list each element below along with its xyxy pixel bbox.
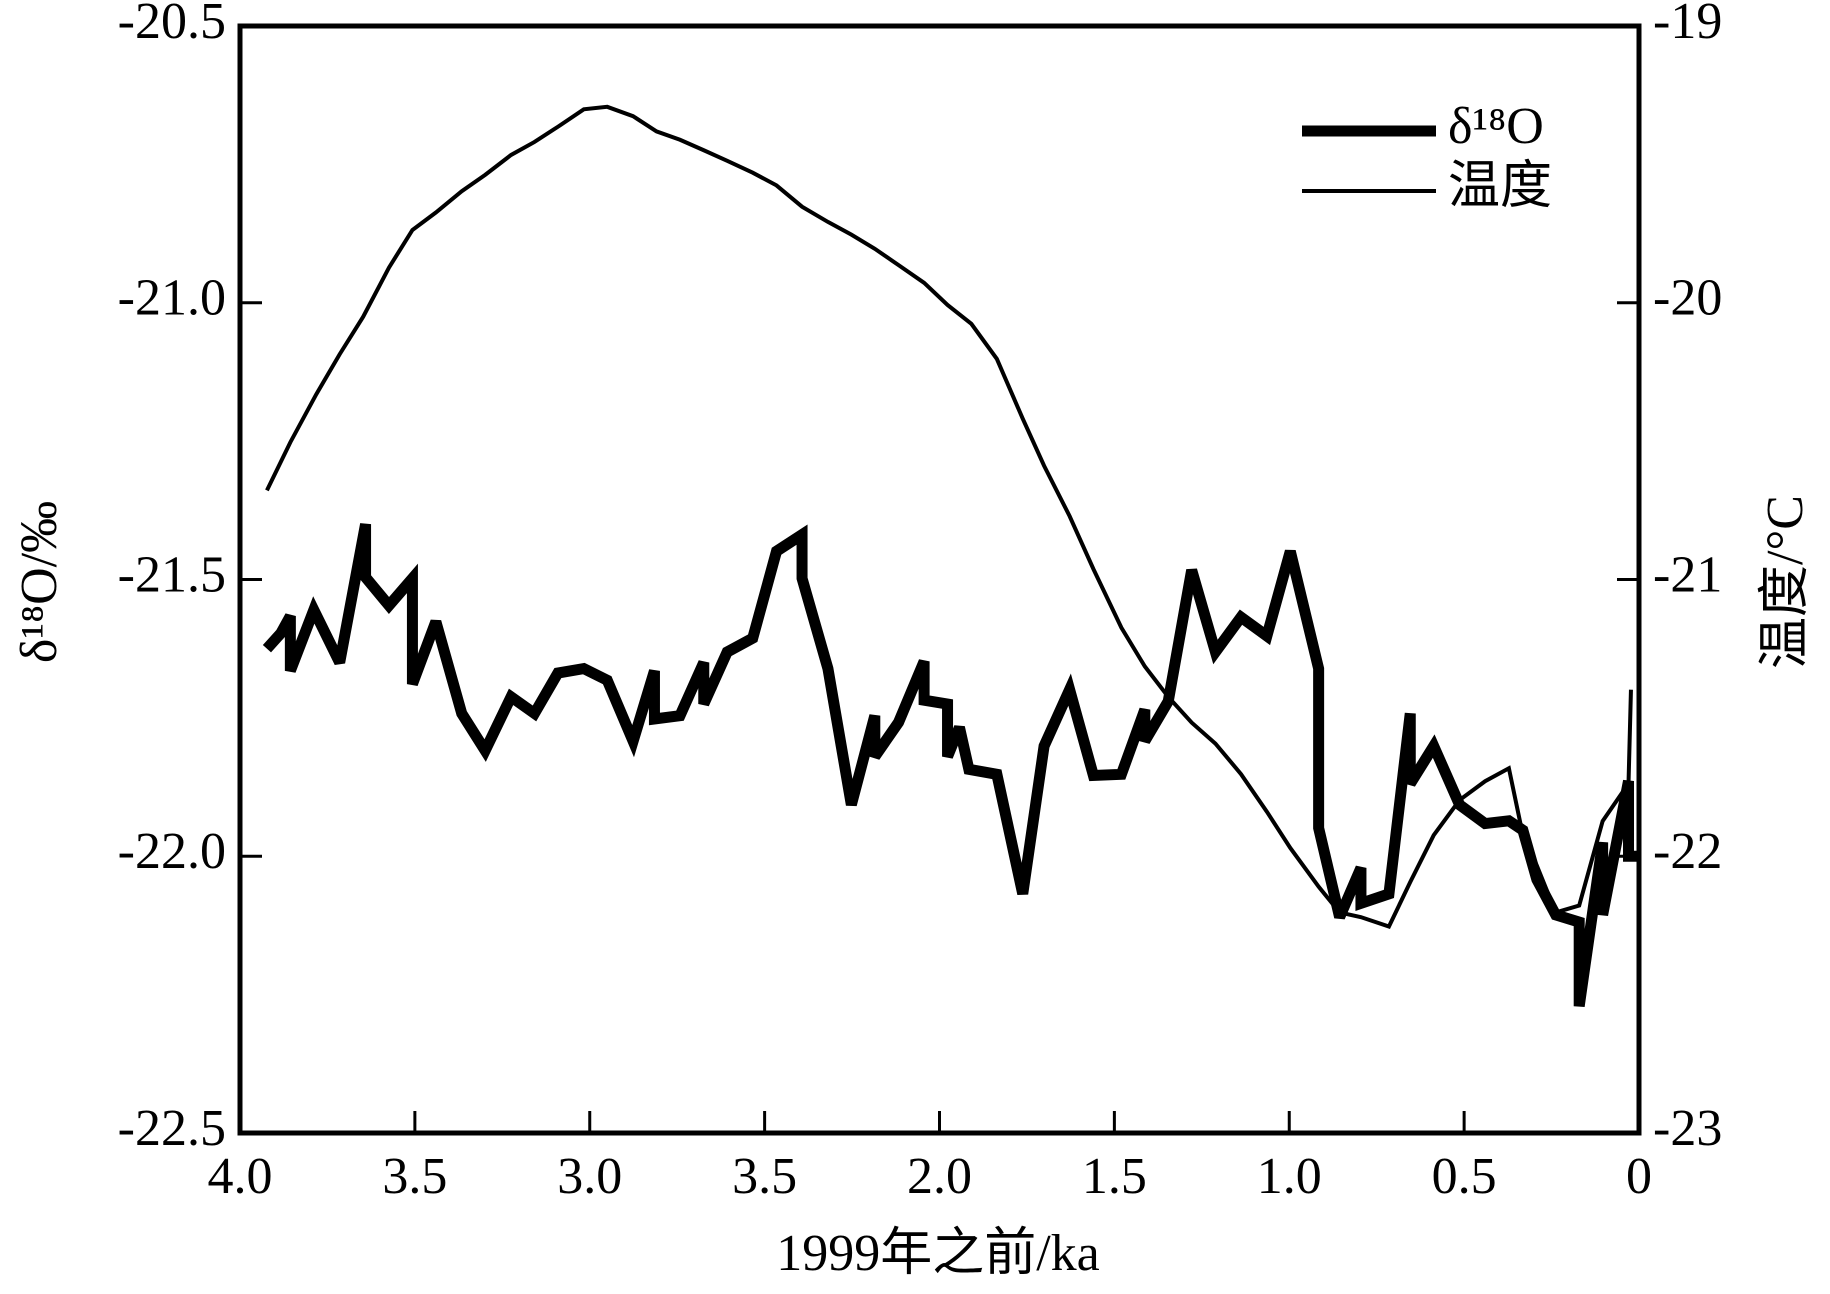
x-tick-label: 1.0 (1257, 1148, 1322, 1205)
y-tick-label: -20.5 (118, 0, 226, 50)
x-tick-label: 2.0 (907, 1148, 972, 1205)
y2-tick-label: -20 (1653, 270, 1722, 327)
plot-frame (237, 23, 1642, 1136)
x-tick-label: 4.0 (208, 1148, 273, 1205)
y-tick-label: -22.5 (118, 1100, 226, 1157)
y-axis-label: δ¹⁸O/‰ (11, 501, 68, 663)
x-tick-label: 3.0 (557, 1148, 622, 1205)
line-series (265, 104, 1633, 929)
y2-tick-label: -23 (1653, 1100, 1722, 1157)
y-tick-label: -21.0 (118, 270, 226, 327)
x-tick-label: 1.5 (1082, 1148, 1147, 1205)
x-tick-label: 0.5 (1432, 1148, 1497, 1205)
legend-label: 温度 (1448, 158, 1552, 215)
legend-label: δ¹⁸O (1448, 98, 1544, 155)
y2-tick-label: -21 (1653, 546, 1722, 603)
y2-tick-label: -19 (1653, 0, 1722, 50)
line-series (262, 523, 1639, 1008)
y-tick-label: -22.0 (118, 823, 226, 880)
y2-tick-label: -22 (1653, 823, 1722, 880)
x-tick-label: 3.5 (382, 1148, 447, 1205)
y2-axis-label: 温度/°C (1757, 495, 1814, 669)
y-tick-label: -21.5 (118, 546, 226, 603)
x-tick-label: 0 (1626, 1148, 1652, 1205)
x-axis-label: 1999年之前/ka (776, 1225, 1100, 1282)
x-tick-label: 3.5 (732, 1148, 797, 1205)
